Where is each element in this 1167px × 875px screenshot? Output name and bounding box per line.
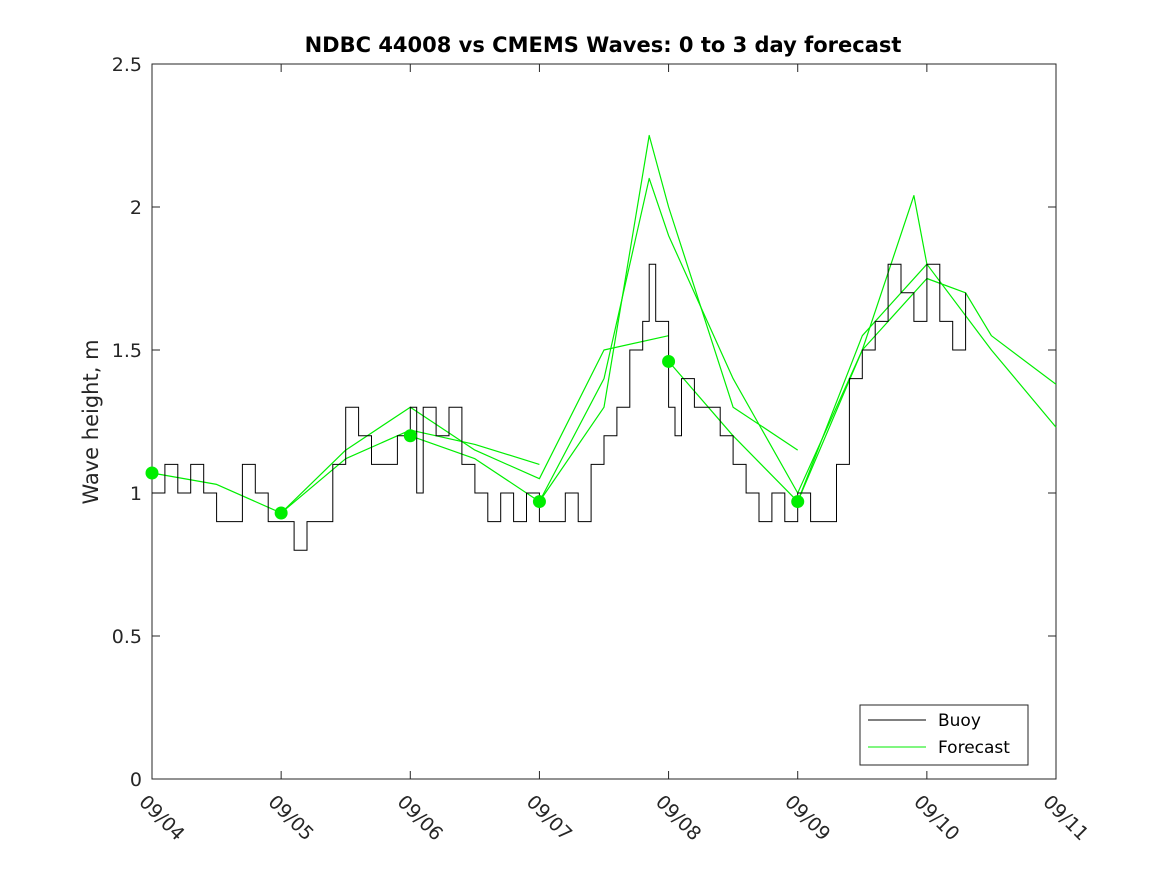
forecast-series-line — [538, 177, 928, 502]
legend-buoy-label: Buoy — [938, 711, 981, 731]
y-tick-label: 1.5 — [112, 340, 142, 362]
y-axis-label: Wave height, m — [79, 339, 103, 504]
forecast-series-group — [151, 134, 1057, 514]
legend-forecast-label: Forecast — [938, 738, 1010, 758]
axes-box — [151, 63, 1057, 780]
forecast-series-line — [410, 134, 799, 503]
legend: Buoy Forecast — [859, 704, 1029, 766]
forecast-start-marker — [662, 354, 676, 368]
forecast-markers-group — [145, 354, 805, 520]
forecast-start-marker — [791, 495, 805, 509]
y-tick-label: 2.5 — [112, 54, 142, 76]
y-tick-label: 1 — [130, 483, 142, 505]
legend-box — [859, 704, 1029, 766]
buoy-series-group — [152, 263, 967, 551]
forecast-start-marker — [532, 495, 546, 509]
forecast-series-line — [797, 277, 1057, 502]
y-tick-label: 0.5 — [112, 626, 142, 648]
forecast-start-marker — [145, 466, 159, 480]
chart-title: NDBC 44008 vs CMEMS Waves: 0 to 3 day fo… — [305, 33, 902, 57]
y-axis-ticks: 0 0.5 1 1.5 2 2.5 — [112, 54, 1056, 791]
forecast-start-marker — [403, 429, 417, 443]
buoy-series-line — [152, 263, 967, 551]
plot-area: 00.511.522.5 09/04 09/05 09/06 09/07 09/08 09… — [112, 54, 1093, 845]
y-tick-label: 0 — [130, 769, 142, 791]
forecast-start-marker — [274, 506, 288, 520]
y-tick-label: 2 — [130, 197, 142, 219]
